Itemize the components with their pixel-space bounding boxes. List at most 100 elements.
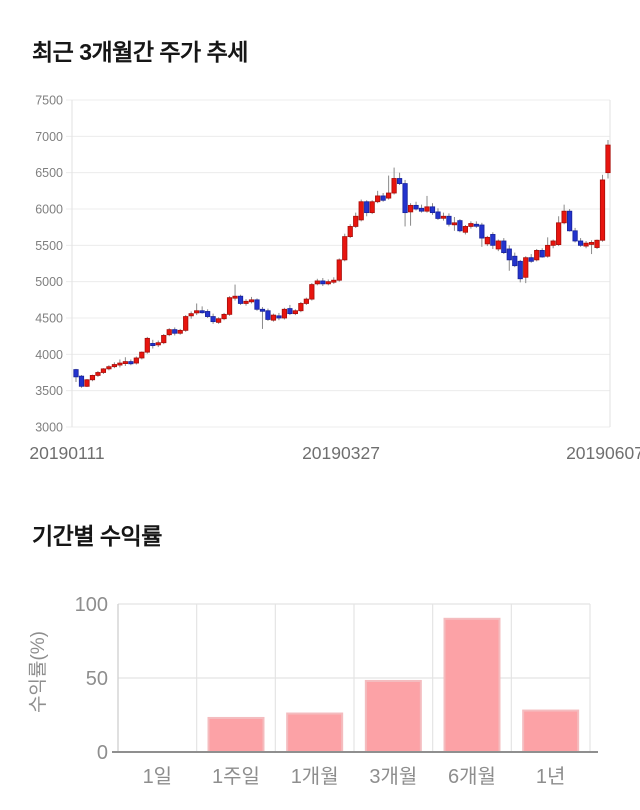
- x-category-label: 1년: [536, 765, 566, 788]
- candle-up: [545, 244, 551, 257]
- candle-down: [418, 207, 425, 212]
- candle-up: [342, 236, 348, 261]
- return-bar: [207, 716, 265, 754]
- candle-down: [506, 248, 512, 261]
- candle-up: [89, 375, 96, 381]
- candle-down: [501, 240, 507, 253]
- candle-up: [462, 226, 469, 233]
- candle-down: [435, 211, 441, 219]
- candle-down: [276, 315, 282, 319]
- candle-down: [429, 206, 436, 214]
- y-tick-label: 5000: [35, 275, 63, 289]
- candle-up: [84, 379, 90, 387]
- candle-down: [457, 220, 463, 232]
- candle-down: [402, 183, 408, 214]
- candle-up: [484, 236, 490, 245]
- candle-up: [226, 297, 233, 315]
- candle-down: [473, 223, 479, 227]
- candle-down: [210, 316, 216, 323]
- candle-up: [270, 314, 277, 321]
- candle-up: [177, 329, 183, 334]
- candle-up: [215, 318, 222, 323]
- candle-down: [205, 311, 211, 317]
- candle-up: [550, 240, 556, 246]
- y-tick-label: 6500: [35, 166, 63, 180]
- candle-up: [303, 298, 309, 304]
- candle-up: [314, 280, 320, 285]
- candle-down: [380, 195, 386, 201]
- x-category-label: 1일: [143, 765, 173, 788]
- candle-up: [495, 240, 501, 250]
- x-category-label: 1개월: [291, 765, 339, 788]
- candle-up: [325, 281, 331, 285]
- y-tick-label: 0: [97, 742, 108, 764]
- candle-down: [199, 310, 205, 314]
- candle-up: [386, 192, 392, 199]
- candle-down: [128, 361, 134, 365]
- candle-up: [161, 335, 167, 344]
- x-tick-label: 20190607: [566, 443, 640, 463]
- candle-down: [512, 255, 518, 267]
- candle-up: [188, 313, 194, 317]
- candle-up: [194, 310, 200, 314]
- x-tick-label: 20190327: [302, 443, 380, 463]
- candle-up: [281, 308, 288, 319]
- candle-down: [172, 329, 178, 334]
- candle-down: [150, 343, 156, 347]
- x-category-label: 1주일: [212, 765, 260, 788]
- candle-up: [309, 284, 315, 300]
- y-tick-label: 3500: [35, 384, 63, 398]
- candle-up: [144, 337, 150, 353]
- candle-down: [265, 310, 271, 320]
- y-axis-title: 수익률(%): [27, 631, 49, 713]
- candle-up: [451, 222, 458, 226]
- candle-up: [336, 259, 342, 281]
- y-tick-label: 7500: [35, 94, 63, 108]
- x-category-label: 6개월: [448, 765, 496, 788]
- candle-down: [364, 201, 370, 214]
- candle-down: [567, 210, 573, 232]
- candle-down: [287, 308, 293, 315]
- candle-up: [100, 368, 107, 373]
- candle-down: [78, 375, 85, 387]
- candle-up: [133, 357, 139, 364]
- candle-down: [517, 260, 523, 280]
- return-bar: [522, 709, 580, 753]
- candle-up: [347, 226, 353, 238]
- candle-down: [254, 299, 260, 310]
- candle-up: [407, 204, 414, 213]
- candle-up: [440, 215, 447, 219]
- candle-up: [534, 250, 540, 261]
- candle-up: [556, 222, 562, 246]
- candle-up: [221, 313, 227, 320]
- y-tick-label: 4500: [35, 312, 63, 326]
- candle-up: [232, 295, 238, 299]
- candle-up: [106, 366, 112, 370]
- candle-down: [237, 295, 244, 304]
- candle-down: [320, 280, 326, 285]
- candle-down: [539, 250, 545, 258]
- candle-up: [375, 195, 381, 203]
- candle-up: [95, 372, 101, 376]
- candle-up: [292, 310, 298, 315]
- candle-down: [528, 257, 534, 262]
- candle-up: [588, 242, 595, 245]
- candle-up: [117, 362, 123, 366]
- candle-up: [353, 215, 359, 227]
- candle-up: [468, 223, 474, 227]
- candle-up: [139, 351, 145, 359]
- y-tick-label: 6000: [35, 203, 63, 217]
- x-tick-label: 20190111: [29, 443, 104, 463]
- candle-up: [248, 299, 255, 303]
- candle-down: [490, 234, 496, 246]
- candle-down: [479, 224, 485, 239]
- candle-up: [523, 257, 529, 278]
- return-bar: [364, 679, 422, 754]
- candle-down: [577, 240, 584, 246]
- return-bar: [286, 712, 344, 754]
- candle-up: [561, 210, 567, 224]
- candle-up: [183, 316, 189, 331]
- return-bar: [443, 617, 501, 753]
- candle-down: [73, 369, 79, 378]
- candle-up: [166, 329, 172, 336]
